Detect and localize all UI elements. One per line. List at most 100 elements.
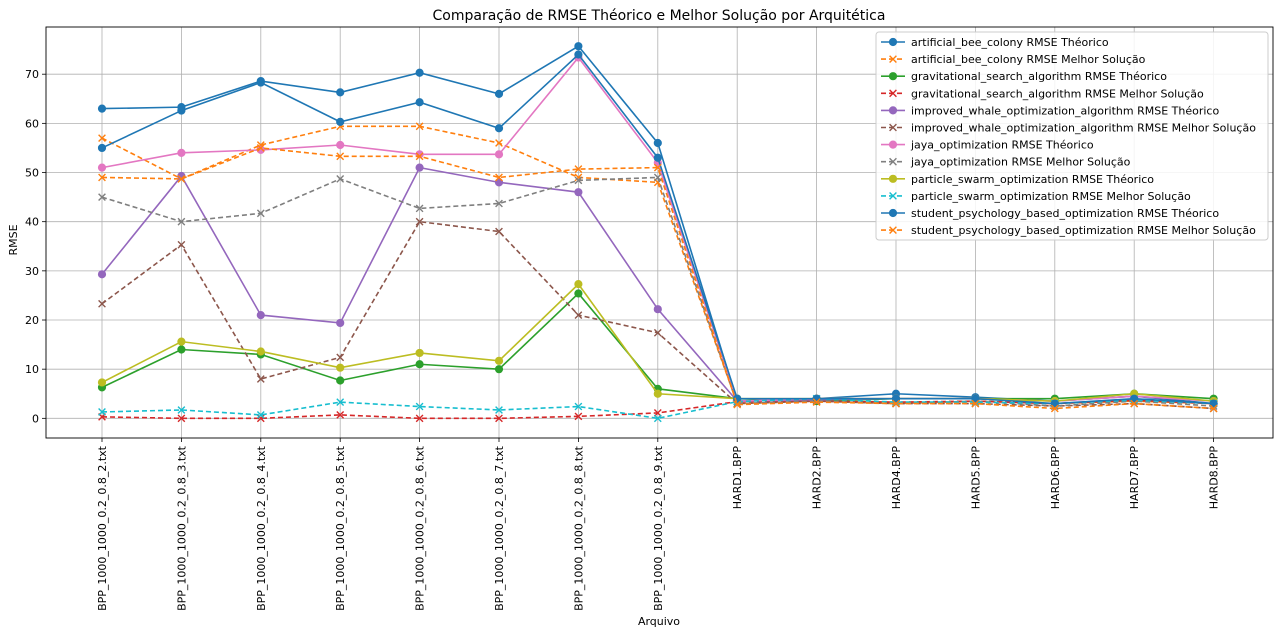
data-point xyxy=(574,280,583,289)
legend-item: jaya_optimization RMSE Melhor Solução xyxy=(881,156,1131,169)
data-point xyxy=(98,173,106,182)
data-point xyxy=(415,68,424,77)
data-point xyxy=(336,363,345,372)
data-point xyxy=(653,328,662,337)
data-point xyxy=(892,399,900,408)
data-point xyxy=(177,148,186,157)
data-point xyxy=(177,414,186,423)
x-tick-label: BPP_1000_1000_0.2_0.8_9.txt xyxy=(652,445,665,611)
y-tick-label: 40 xyxy=(25,216,39,229)
x-tick-label: HARD8.BPP xyxy=(1208,446,1221,510)
legend-marker xyxy=(888,37,898,47)
data-point xyxy=(494,178,504,187)
legend-marker xyxy=(889,226,897,234)
data-point xyxy=(177,106,186,115)
data-point xyxy=(97,104,107,113)
data-point xyxy=(653,163,662,172)
data-point xyxy=(336,410,345,419)
y-tick-label: 10 xyxy=(25,363,39,376)
axes: 0 10 20 30 40 50 60 70 BPP_1000_1000_0.2_0.8_2.t… xyxy=(25,68,1221,611)
legend-item: improved_whale_optimization_algorithm RM… xyxy=(881,104,1219,117)
legend-label: improved_whale_optimization_algorithm RM… xyxy=(911,122,1256,135)
data-point xyxy=(336,318,345,328)
data-point xyxy=(653,305,662,314)
data-point xyxy=(256,209,265,218)
data-point xyxy=(98,299,106,308)
data-point xyxy=(177,217,186,226)
data-point xyxy=(494,365,504,374)
data-point xyxy=(415,360,424,369)
y-tick-label: 20 xyxy=(25,314,39,327)
data-point xyxy=(812,398,821,407)
legend-item: improved_whale_optimization_algorithm RM… xyxy=(881,122,1256,135)
data-point xyxy=(177,345,186,354)
x-tick-label: BPP_1000_1000_0.2_0.8_7.txt xyxy=(493,445,506,611)
y-tick-label: 60 xyxy=(25,117,39,130)
data-point xyxy=(256,310,265,320)
data-point xyxy=(336,376,345,385)
legend-marker xyxy=(888,208,898,218)
data-point xyxy=(891,394,901,403)
x-tick-label: BPP_1000_1000_0.2_0.8_2.txt xyxy=(96,445,109,611)
data-point xyxy=(1050,404,1059,413)
data-point xyxy=(415,217,424,226)
legend-item: artificial_bee_colony RMSE Melhor Soluçã… xyxy=(881,53,1146,66)
data-point xyxy=(1130,399,1139,408)
y-tick-label: 0 xyxy=(32,412,39,425)
data-point xyxy=(494,124,504,133)
data-point xyxy=(574,188,583,197)
legend-item: particle_swarm_optimization RMSE Théoric… xyxy=(881,173,1154,186)
data-point xyxy=(336,398,345,407)
data-point xyxy=(495,173,503,182)
legend-label: student_psychology_based_optimization RM… xyxy=(911,207,1219,220)
data-point xyxy=(494,89,504,98)
data-point xyxy=(336,117,345,126)
data-point xyxy=(971,399,980,408)
data-point xyxy=(415,152,424,161)
legend-item: student_psychology_based_optimization RM… xyxy=(881,224,1256,237)
legend-marker xyxy=(889,157,897,166)
data-point xyxy=(177,240,186,249)
data-point xyxy=(256,375,265,383)
data-point xyxy=(574,402,583,411)
data-point xyxy=(653,389,662,398)
data-point xyxy=(1209,399,1218,408)
legend-item: gravitational_search_algorithm RMSE Melh… xyxy=(881,87,1204,100)
data-point xyxy=(495,414,503,423)
legend-item: jaya_optimization RMSE Théorico xyxy=(881,139,1094,152)
x-tick-label: HARD2.BPP xyxy=(811,446,824,510)
data-point xyxy=(653,414,662,423)
data-point xyxy=(97,163,107,172)
legend-marker xyxy=(889,89,897,98)
legend-label: artificial_bee_colony RMSE Théorico xyxy=(911,36,1109,49)
data-point xyxy=(97,143,107,153)
data-point xyxy=(256,78,265,87)
data-point xyxy=(1209,404,1218,413)
data-point xyxy=(97,270,107,279)
x-tick-label: BPP_1000_1000_0.2_0.8_3.txt xyxy=(175,445,188,611)
legend-label: particle_swarm_optimization RMSE Melhor … xyxy=(911,190,1191,203)
data-point xyxy=(653,173,662,182)
x-tick-label: HARD6.BPP xyxy=(1049,446,1062,510)
data-point xyxy=(256,414,265,423)
data-point xyxy=(495,227,503,236)
series-line xyxy=(101,125,1214,405)
legend-label: jaya_optimization RMSE Théorico xyxy=(910,139,1094,152)
data-point xyxy=(495,139,503,147)
data-point xyxy=(177,337,186,346)
data-point xyxy=(98,408,106,416)
data-point xyxy=(336,88,345,97)
data-point xyxy=(177,175,186,183)
legend-box xyxy=(875,31,1269,241)
data-point xyxy=(415,204,424,213)
legend-marker xyxy=(889,192,897,200)
data-point xyxy=(98,193,106,201)
x-tick-label: BPP_1000_1000_0.2_0.8_8.txt xyxy=(572,445,585,611)
plot-frame xyxy=(45,26,1274,439)
y-tick-label: 50 xyxy=(25,167,39,180)
data-point xyxy=(98,134,106,143)
legend-label: artificial_bee_colony RMSE Melhor Soluçã… xyxy=(911,53,1146,66)
x-tick-label: BPP_1000_1000_0.2_0.8_6.txt xyxy=(414,445,427,611)
data-point xyxy=(97,378,107,387)
legend-item: particle_swarm_optimization RMSE Melhor … xyxy=(881,190,1191,203)
